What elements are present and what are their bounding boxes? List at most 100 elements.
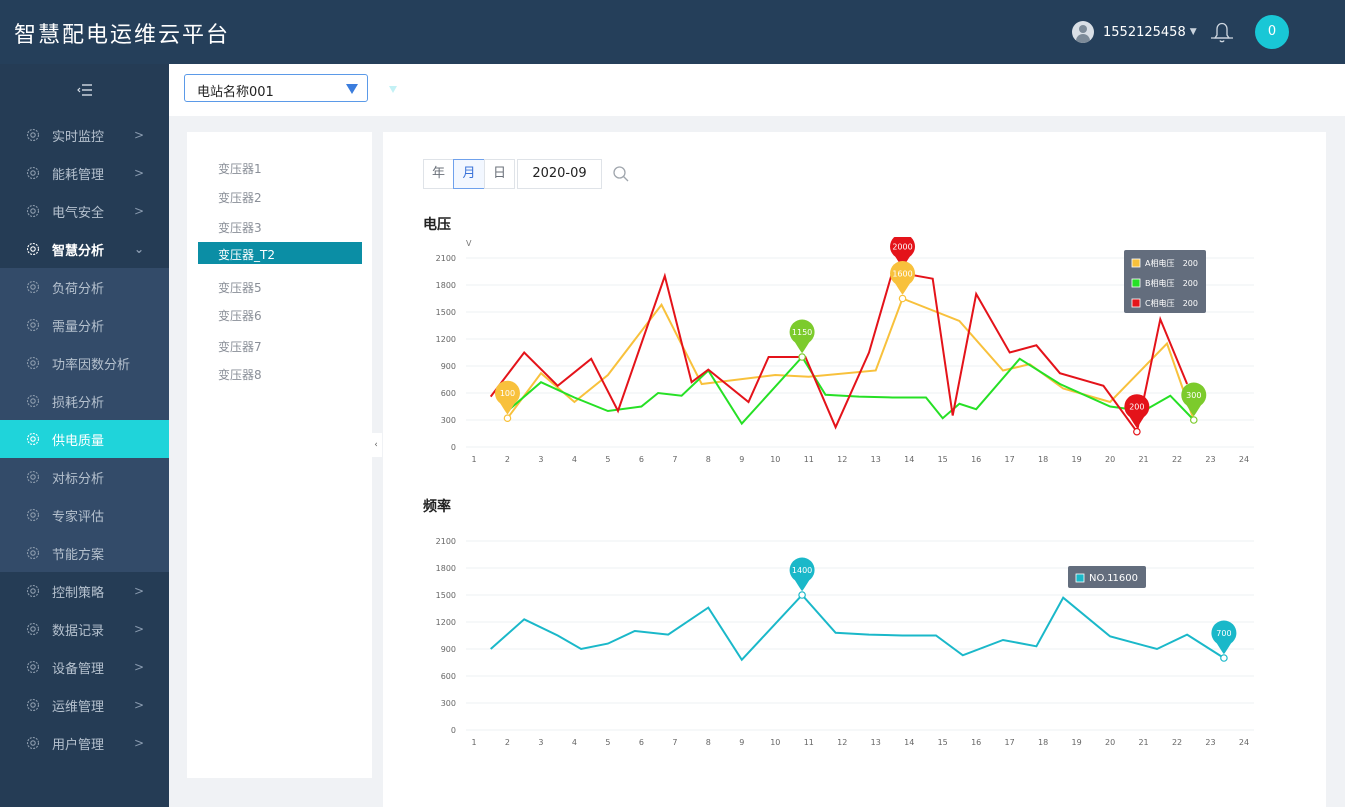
gear-icon — [26, 128, 40, 142]
series-line — [490, 593, 1225, 662]
transformer-label: 变压器1 — [218, 162, 262, 176]
sidebar-item[interactable]: 运维管理 > — [0, 686, 169, 724]
transformer-label: 变压器3 — [218, 221, 262, 235]
transformer-label: 变压器6 — [218, 309, 262, 323]
sidebar-item[interactable]: 能耗管理 > — [0, 154, 169, 192]
x-tick-label: 5 — [605, 455, 610, 464]
tooltip-series-name: A相电压 — [1145, 258, 1174, 268]
transformer-label: 变压器7 — [218, 340, 262, 354]
chevron-icon: > — [133, 736, 144, 750]
gear-icon — [26, 546, 40, 560]
period-year-button[interactable]: 年 — [423, 159, 454, 189]
x-tick-label: 6 — [639, 455, 644, 464]
x-tick-label: 5 — [605, 738, 610, 747]
secondary-dropdown-arrow-icon[interactable] — [389, 86, 397, 93]
date-picker[interactable]: 2020-09 — [517, 159, 602, 189]
marker-pin: 1600 — [890, 261, 916, 303]
app-title: 智慧配电运维云平台 — [14, 23, 231, 48]
sidebar-item-label: 供电质量 — [52, 433, 105, 449]
x-tick-label: 24 — [1239, 738, 1249, 747]
tooltip-swatch — [1131, 278, 1141, 288]
transformer-label: 变压器_T2 — [218, 248, 275, 262]
user-menu[interactable]: 1552125458 ▼ — [1072, 20, 1197, 44]
y-axis-label: V — [466, 239, 472, 248]
marker-label: 1600 — [892, 270, 912, 279]
sidebar-item[interactable]: 实时监控 > — [0, 116, 169, 154]
sidebar-item[interactable]: 负荷分析 — [0, 268, 169, 306]
tooltip-box — [1124, 250, 1206, 313]
sidebar-item-label: 数据记录 — [52, 623, 105, 639]
x-tick-label: 19 — [1072, 455, 1082, 464]
y-tick-label: 2100 — [436, 254, 456, 263]
sidebar-item[interactable]: 专家评估 — [0, 496, 169, 534]
transformer-item[interactable]: 变压器2 — [198, 185, 362, 207]
sidebar-item[interactable]: 数据记录 > — [0, 610, 169, 648]
sidebar-item[interactable]: 需量分析 — [0, 306, 169, 344]
y-tick-label: 1800 — [436, 564, 456, 573]
marker-pin: 700 — [1211, 620, 1237, 662]
x-tick-label: 13 — [871, 455, 881, 464]
avatar — [1072, 21, 1094, 43]
x-tick-label: 20 — [1105, 455, 1115, 464]
search-icon[interactable] — [612, 165, 630, 183]
marker-head — [890, 237, 916, 259]
sidebar-item[interactable]: 节能方案 — [0, 534, 169, 572]
x-tick-label: 18 — [1038, 455, 1048, 464]
x-tick-label: 14 — [904, 738, 914, 747]
sidebar-item-label: 实时监控 — [52, 129, 105, 145]
marker-point — [1220, 654, 1228, 662]
x-tick-label: 3 — [538, 738, 543, 747]
chevron-icon: > — [133, 584, 144, 598]
sidebar-item[interactable]: 功率因数分析 — [0, 344, 169, 382]
transformer-item[interactable]: 变压器6 — [198, 303, 362, 325]
tooltip-series-name: C相电压 — [1145, 298, 1175, 308]
collapse-button[interactable] — [0, 64, 169, 116]
sidebar-item-label: 负荷分析 — [52, 281, 105, 297]
chevron-icon: > — [133, 698, 144, 712]
marker-pin: 1400 — [789, 557, 815, 599]
menu-collapse-icon — [76, 84, 92, 96]
x-tick-label: 6 — [639, 738, 644, 747]
x-tick-label: 19 — [1072, 738, 1082, 747]
period-day-button[interactable]: 日 — [484, 159, 515, 189]
transformer-label: 变压器5 — [218, 281, 262, 295]
x-tick-label: 10 — [770, 738, 780, 747]
sidebar-item[interactable]: 用户管理 > — [0, 724, 169, 762]
tooltip-series-name: B相电压 — [1145, 278, 1175, 288]
marker-head — [1124, 394, 1150, 420]
transformer-list: 变压器1 变压器2 变压器3 变压器_T2 变压器5 变压器6 变压器7 变压器8 — [187, 132, 372, 778]
sidebar-item[interactable]: 设备管理 > — [0, 648, 169, 686]
sidebar-item[interactable]: 智慧分析 ⌄ — [0, 230, 169, 268]
x-tick-label: 1 — [471, 738, 476, 747]
y-tick-label: 1800 — [436, 281, 456, 290]
station-select[interactable]: 电站名称001 — [184, 74, 368, 102]
marker-head — [494, 380, 520, 406]
transformer-item[interactable]: 变压器5 — [198, 275, 362, 297]
sidebar-item[interactable]: 电气安全 > — [0, 192, 169, 230]
sidebar-item-label: 功率因数分析 — [52, 357, 131, 373]
y-tick-label: 2100 — [436, 537, 456, 546]
sidebar-item[interactable]: 控制策略 > — [0, 572, 169, 610]
sidebar-item[interactable]: 供电质量 — [0, 420, 169, 458]
transformer-item[interactable]: 变压器8 — [198, 362, 362, 384]
transformer-item[interactable]: 变压器3 — [198, 215, 362, 237]
notification-badge[interactable]: 0 — [1255, 15, 1289, 49]
transformer-item[interactable]: 变压器_T2 — [198, 242, 362, 264]
transformer-item[interactable]: 变压器1 — [198, 156, 362, 178]
transformer-item[interactable]: 变压器7 — [198, 334, 362, 356]
sidebar-item[interactable]: 对标分析 — [0, 458, 169, 496]
period-month-button[interactable]: 月 — [453, 159, 485, 189]
y-tick-label: 0 — [451, 726, 456, 735]
chart-tooltip: NO.1 1600 — [1068, 566, 1146, 588]
panel-collapse-handle[interactable]: ‹ — [370, 433, 382, 457]
x-tick-label: 8 — [706, 738, 711, 747]
marker-head — [890, 261, 916, 286]
chevron-icon: > — [133, 660, 144, 674]
x-tick-label: 22 — [1172, 738, 1182, 747]
chart-tooltip: A相电压 200 B相电压 200 C相电压 200 — [1124, 250, 1206, 313]
x-tick-label: 4 — [572, 738, 577, 747]
x-tick-label: 4 — [572, 455, 577, 464]
sidebar-item[interactable]: 损耗分析 — [0, 382, 169, 420]
marker-label: 1400 — [792, 566, 812, 575]
bell-icon[interactable] — [1207, 17, 1237, 47]
